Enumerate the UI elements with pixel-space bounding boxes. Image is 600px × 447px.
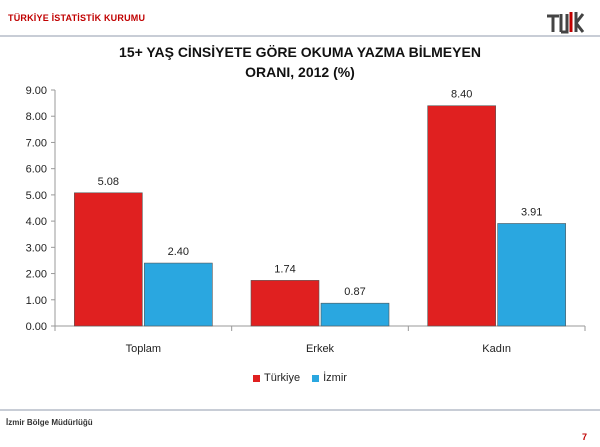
chart-title-line-2: ORANI, 2012 (%) [245,64,355,80]
data-label: 8.40 [451,89,472,101]
header-divider [0,35,600,37]
data-label: 0.87 [344,286,365,298]
data-label: 1.74 [274,263,295,275]
tuik-logo [547,12,585,34]
y-tick-label: 3.00 [26,242,47,254]
y-tick-label: 4.00 [26,216,47,228]
data-label: 3.91 [521,206,542,218]
y-tick-label: 1.00 [26,295,47,307]
legend-label-izmir: İzmir [323,372,347,384]
x-tick-label: Toplam [126,343,161,355]
x-tick-label: Kadın [482,343,511,355]
bar-i̇zmir [144,262,213,327]
x-tick-label: Erkek [306,343,335,355]
chart-legend: Türkiye İzmir [0,372,600,384]
y-tick-label: 2.00 [26,269,47,281]
y-tick-label: 7.00 [26,137,47,149]
bar-türkiye [74,192,143,327]
legend-label-turkiye: Türkiye [264,372,301,384]
legend-swatch-izmir [312,374,320,382]
data-label: 5.08 [98,176,119,188]
legend-item-izmir: İzmir [312,372,347,384]
header-bar: TÜRKİYE İSTATİSTİK KURUMU [0,0,600,38]
y-tick-label: 9.00 [26,85,47,97]
y-tick-label: 6.00 [26,164,47,176]
bar-türkiye [427,105,496,327]
footer-divider [0,409,600,411]
legend-swatch-turkiye [253,374,261,382]
bar-türkiye [250,280,320,327]
chart-title-line-1: 15+ YAŞ CİNSİYETE GÖRE OKUMA YAZMA BİLME… [119,44,481,60]
org-name: TÜRKİYE İSTATİSTİK KURUMU [8,13,146,23]
bar-i̇zmir [320,302,390,327]
page-number: 7 [582,432,588,442]
bar-i̇zmir [497,223,566,327]
chart-title: 15+ YAŞ CİNSİYETE GÖRE OKUMA YAZMA BİLME… [0,42,600,82]
data-label: 2.40 [168,246,189,258]
y-tick-label: 8.00 [26,111,47,123]
legend-item-turkiye: Türkiye [253,372,300,384]
y-tick-label: 5.00 [26,190,47,202]
footer-office: İzmir Bölge Müdürlüğü [6,418,93,427]
y-tick-label: 0.00 [26,321,47,333]
